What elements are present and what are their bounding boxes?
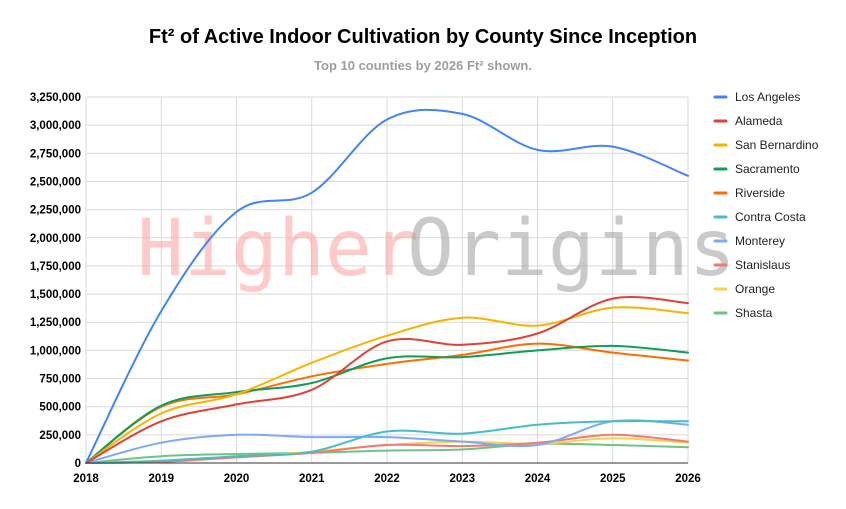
legend-label-sacramento: Sacramento: [735, 162, 800, 176]
x-tick-label: 2025: [600, 473, 626, 485]
series-line-san-bernardino: [85, 306, 689, 464]
legend-label-shasta: Shasta: [735, 306, 773, 320]
series-line-stanislaus: [85, 433, 689, 464]
legend-label-monterey: Monterey: [735, 234, 785, 248]
legend-label-los-angeles: Los Angeles: [735, 90, 800, 104]
axes: 0 250,000 500,000 750,000 1,000,000 1,250,000…: [30, 92, 701, 485]
series-line-sacramento: [85, 344, 689, 464]
legend-label-san-bernardino: San Bernardino: [735, 138, 819, 152]
series-line-shasta: [85, 442, 689, 464]
x-tick-label: 2021: [299, 473, 325, 485]
series-line-riverside: [85, 342, 689, 464]
y-tick-label: 2,250,000: [30, 205, 81, 217]
y-tick-label: 2,500,000: [30, 176, 81, 188]
legend-label-riverside: Riverside: [735, 186, 785, 200]
series-line-monterey: [85, 419, 689, 464]
x-tick-label: 2026: [675, 473, 701, 485]
legend-label-contra-costa: Contra Costa: [735, 210, 806, 224]
y-tick-label: 1,000,000: [30, 345, 81, 357]
x-tick-label: 2024: [525, 473, 551, 485]
y-tick-label: 3,000,000: [30, 120, 81, 132]
y-tick-label: 1,750,000: [30, 261, 81, 273]
x-tick-label: 2023: [449, 473, 475, 485]
legend-label-alameda: Alameda: [735, 114, 783, 128]
x-tick-label: 2022: [374, 473, 400, 485]
y-tick-label: 500,000: [39, 402, 81, 414]
x-tick-label: 2018: [73, 473, 99, 485]
x-tick-label: 2019: [148, 473, 174, 485]
gridlines: [85, 96, 689, 463]
y-tick-label: 1,250,000: [30, 317, 81, 329]
y-tick-label: 2,750,000: [30, 148, 81, 160]
series-line-alameda: [85, 296, 689, 464]
y-tick-label: 2,000,000: [30, 233, 81, 245]
watermark-text-origins: Origins: [407, 204, 736, 294]
y-tick-label: 250,000: [39, 430, 81, 442]
legend-label-stanislaus: Stanislaus: [735, 258, 790, 272]
chart-title: Ft² of Active Indoor Cultivation by Coun…: [149, 26, 697, 48]
y-tick-label: 0: [75, 458, 81, 470]
x-tick-label: 2020: [224, 473, 250, 485]
y-tick-label: 750,000: [39, 374, 81, 386]
series-lines: [85, 108, 689, 464]
series-line-contra-costa: [85, 420, 689, 464]
legend-label-orange: Orange: [735, 282, 775, 296]
y-tick-label: 1,500,000: [30, 289, 81, 301]
y-tick-label: 3,250,000: [30, 92, 81, 104]
series-line-los-angeles: [85, 108, 689, 464]
watermark-text-higher: Higher: [137, 204, 419, 294]
chart-subtitle: Top 10 counties by 2026 Ft² shown.: [314, 58, 532, 73]
legend: Los Angeles Alameda San Bernardino Sacramen…: [713, 90, 819, 320]
